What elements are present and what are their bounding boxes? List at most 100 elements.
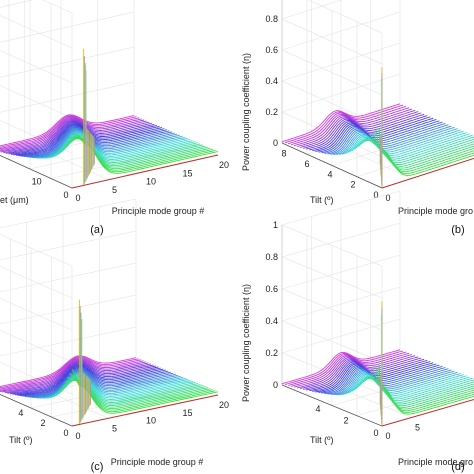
- series-line: [287, 105, 407, 145]
- grid-z-line: [0, 262, 137, 331]
- series-line: [0, 116, 142, 151]
- panel-c-ylabel: Tilt (º): [9, 435, 32, 445]
- panel-stems: [78, 299, 92, 425]
- series-line: [309, 359, 428, 392]
- series-line: [382, 150, 474, 176]
- series-line: [17, 365, 164, 396]
- series-line: [290, 352, 410, 387]
- panel-curves: [281, 103, 474, 176]
- series-line: [330, 124, 449, 155]
- series-line: [351, 133, 470, 158]
- series-line: [303, 112, 422, 149]
- x-tick-label: 15: [182, 408, 192, 418]
- series-line: [66, 377, 214, 411]
- y-tick-label: 2: [350, 180, 355, 190]
- series-line: [333, 125, 452, 156]
- x-tick-label: 5: [112, 423, 117, 433]
- y-tick-label: 4: [327, 169, 332, 179]
- y-tick-label: 10: [32, 177, 42, 187]
- y-tick-label: 8: [281, 149, 286, 159]
- series-line: [284, 104, 404, 144]
- series-line: [36, 130, 183, 159]
- y-tick-label: 4: [315, 404, 320, 414]
- grid-z-line: [0, 11, 135, 84]
- panel-stems: [379, 301, 383, 426]
- z-tick-label: 0.2: [265, 107, 278, 117]
- series-line: [330, 368, 449, 395]
- series-line: [0, 359, 146, 392]
- series-line: [12, 363, 159, 395]
- panel-d-zlabel: Power coupling coefficient (η): [241, 284, 251, 402]
- panel-a-xlabel: Principle mode group #: [112, 206, 205, 216]
- y-tick-label: 2: [343, 416, 348, 426]
- panel-0-plot: 0 5 10 15 20 10 0: [0, 0, 229, 203]
- x-axis-line: [381, 398, 474, 427]
- x-axis-line: [71, 394, 219, 427]
- y-axis-line: [281, 384, 383, 427]
- series-line: [297, 109, 416, 148]
- series-line: [0, 357, 142, 390]
- x-tick-label: 15: [182, 168, 192, 178]
- series-line: [293, 108, 413, 147]
- series-line: [0, 114, 135, 147]
- x-tick-label: 0: [385, 193, 390, 203]
- grid-z-line: [0, 46, 135, 119]
- grid-floor-line: [50, 145, 198, 179]
- series-line: [339, 128, 458, 156]
- series-line: [59, 137, 206, 167]
- y-tick-label: 4: [18, 408, 23, 418]
- panel-grid: [0, 0, 219, 189]
- y-tick-label: 2: [41, 418, 46, 428]
- series-line: [4, 360, 151, 394]
- x-tick-label: 0: [75, 431, 80, 441]
- panel-b-zlabel: Power coupling coefficient (η): [241, 53, 251, 171]
- grid-floor-line: [51, 385, 198, 418]
- panel-b-label: (b): [451, 224, 464, 236]
- x-tick-label: 0: [385, 431, 390, 441]
- x-axis-line: [71, 154, 219, 189]
- x-tick-label: 20: [219, 160, 229, 170]
- series-line: [38, 131, 185, 159]
- grid-z-line: [42, 0, 73, 14]
- y-tick-label: 0: [63, 190, 68, 200]
- series-line: [333, 369, 452, 396]
- series-line: [287, 351, 407, 386]
- series-line: [8, 121, 155, 155]
- panel-d-label: (d): [451, 461, 464, 473]
- series-line: [336, 126, 455, 156]
- panel-a-label: (a): [90, 224, 103, 236]
- series-line: [0, 117, 145, 152]
- series-line: [9, 362, 156, 395]
- series-line: [342, 372, 461, 395]
- series-line: [327, 122, 446, 155]
- series-line: [351, 376, 470, 398]
- y-tick-label: 6: [304, 159, 309, 169]
- series-line: [2, 359, 149, 393]
- series-line: [71, 368, 219, 414]
- series-line: [345, 374, 464, 395]
- series-line: [336, 370, 455, 396]
- panel-c-xlabel: Principle mode group #: [111, 457, 204, 467]
- x-tick-label: 0: [75, 193, 80, 203]
- series-line: [327, 367, 446, 395]
- series-line: [281, 349, 401, 385]
- panel-d-xlabel: Principle mode gro: [398, 457, 473, 467]
- x-tick-label: 5: [112, 185, 117, 195]
- series-line: [0, 115, 137, 148]
- panel-curves: [281, 349, 474, 415]
- series-line: [24, 368, 171, 397]
- panel-a-ylabel: et (μm): [0, 195, 29, 205]
- x-tick-label: 10: [146, 416, 156, 426]
- z-tick-label: 0.6: [265, 284, 278, 294]
- y-tick-label: 0: [373, 428, 378, 438]
- panel-stems: [379, 67, 383, 188]
- series-line: [69, 373, 216, 413]
- series-line: [0, 356, 139, 389]
- series-line: [0, 118, 147, 153]
